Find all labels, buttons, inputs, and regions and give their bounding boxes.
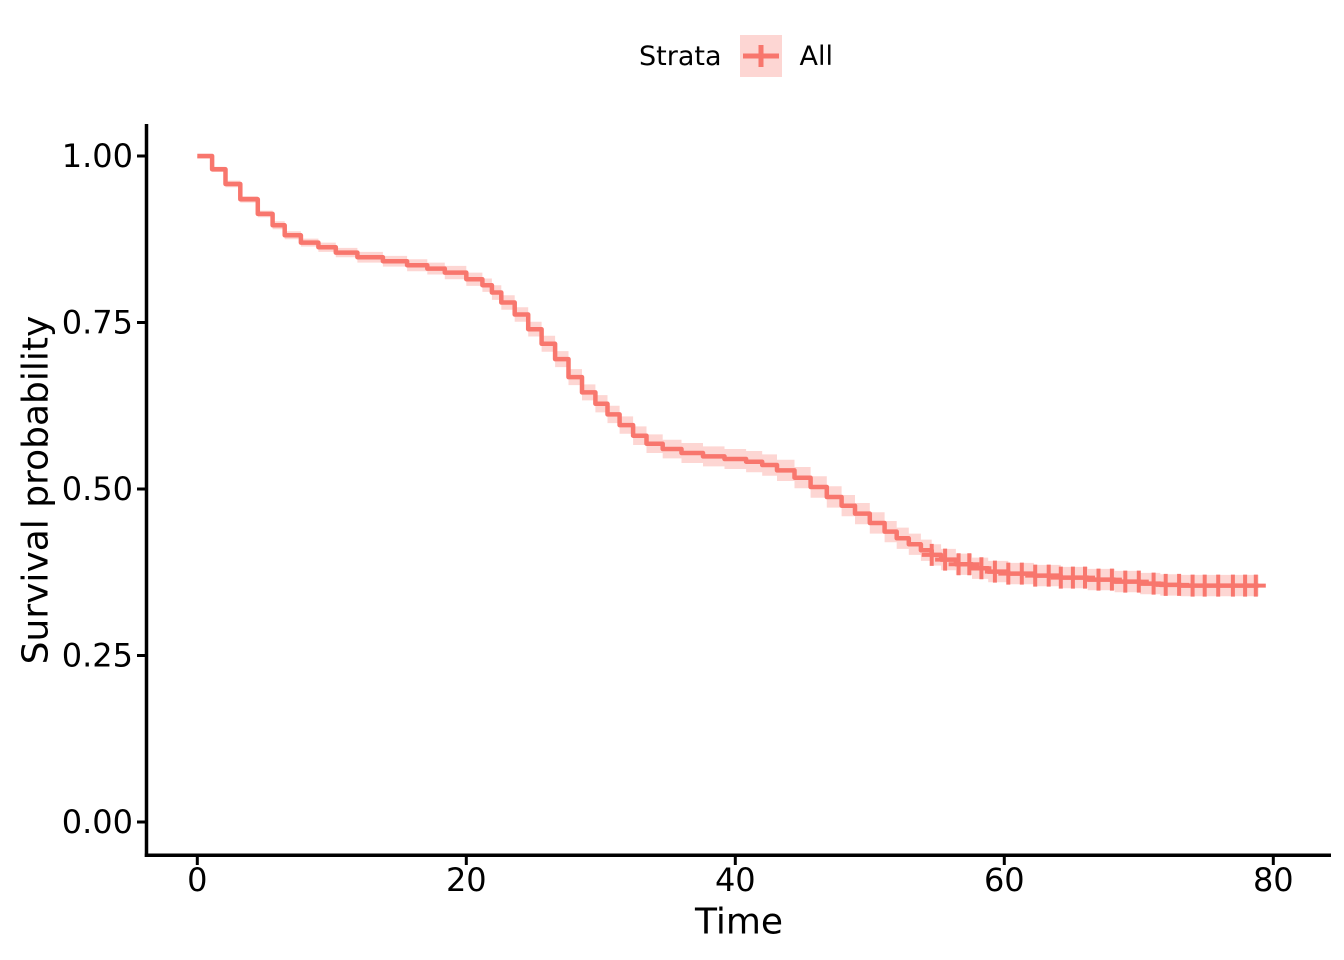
x-tick-label: 40 xyxy=(715,861,756,899)
y-tick-label: 0.50 xyxy=(62,470,133,508)
plus-cross-icon xyxy=(739,35,782,77)
legend-title: Strata xyxy=(639,40,722,72)
x-tick-label: 0 xyxy=(187,861,207,899)
x-axis-title: Time xyxy=(694,901,784,943)
y-tick-label: 1.00 xyxy=(62,137,133,175)
x-tick-label: 80 xyxy=(1253,861,1294,899)
censor-marks xyxy=(921,543,1266,597)
y-tick-label: 0.00 xyxy=(62,803,133,841)
confidence-band xyxy=(197,156,1259,597)
legend: Strata All xyxy=(639,35,833,77)
legend-item-label-all: All xyxy=(799,40,833,72)
survival-step-line xyxy=(197,153,1259,588)
legend-key-all xyxy=(739,35,782,77)
y-tick-label: 0.75 xyxy=(62,304,133,342)
y-tick-label: 0.25 xyxy=(62,637,133,675)
x-tick-label: 60 xyxy=(984,861,1025,899)
x-tick-label: 20 xyxy=(446,861,487,899)
